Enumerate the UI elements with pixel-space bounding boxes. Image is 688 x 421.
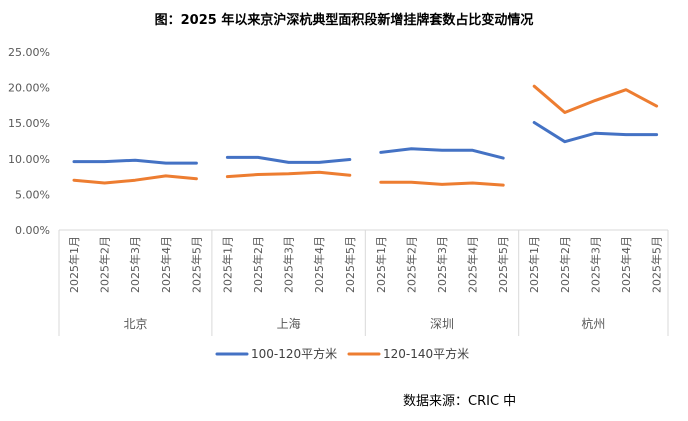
group-label: 杭州	[581, 316, 605, 331]
x-tick-label: 2025年5月	[496, 236, 510, 293]
series-line	[225, 155, 352, 164]
x-tick-label: 2025年3月	[282, 236, 296, 293]
group-label: 北京	[123, 317, 147, 331]
group-label: 深圳	[430, 317, 454, 331]
series-line	[532, 84, 659, 114]
x-tick-label: 2025年2月	[251, 236, 265, 293]
group-label: 上海	[277, 316, 301, 331]
x-tick-label: 2025年5月	[189, 236, 203, 293]
series-line	[532, 121, 659, 144]
x-tick-label: 2025年4月	[466, 236, 480, 293]
y-tick-label: 5.00%	[15, 188, 50, 201]
y-tick-label: 20.00%	[8, 82, 50, 95]
series-line	[72, 158, 198, 165]
x-tick-label: 2025年2月	[404, 236, 418, 293]
y-tick-label: 25.00%	[8, 46, 50, 59]
x-tick-label: 2025年3月	[435, 236, 449, 293]
series-line	[379, 180, 505, 187]
legend-label: 100-120平方米	[251, 346, 337, 361]
x-tick-label: 2025年4月	[312, 236, 326, 293]
y-tick-label: 10.00%	[8, 153, 50, 166]
x-tick-label: 2025年5月	[343, 236, 357, 293]
legend: 100-120平方米 120-140平方米	[215, 346, 469, 361]
legend-label: 120-140平方米	[383, 346, 469, 361]
series-line	[72, 174, 198, 185]
x-tick-label: 2025年2月	[98, 236, 112, 293]
y-tick-label: 15.00%	[8, 117, 50, 130]
x-tick-label: 2025年1月	[527, 236, 541, 293]
x-tick-label: 2025年3月	[128, 236, 142, 293]
x-tick-label: 2025年4月	[619, 236, 633, 293]
x-tick-label: 2025年5月	[650, 236, 664, 293]
chart-title: 图：2025 年以来京沪深杭典型面积段新增挂牌套数占比变动情况	[155, 12, 534, 28]
series-line	[379, 147, 505, 160]
x-tick-label: 2025年1月	[67, 236, 81, 293]
source-fade	[520, 390, 610, 412]
y-axis: 0.00% 5.00% 10.00% 15.00% 20.00% 25.00%	[8, 46, 669, 336]
source-note: 数据来源：CRIC 中	[403, 394, 516, 409]
x-tick-label: 2025年2月	[558, 236, 572, 293]
y-tick-label: 0.00%	[15, 224, 50, 237]
series-line	[225, 170, 352, 179]
x-tick-label: 2025年1月	[374, 236, 388, 293]
x-tick-label: 2025年1月	[220, 236, 234, 293]
plot-area	[72, 84, 659, 187]
x-tick-label: 2025年4月	[159, 236, 173, 293]
x-tick-label: 2025年3月	[588, 236, 602, 293]
